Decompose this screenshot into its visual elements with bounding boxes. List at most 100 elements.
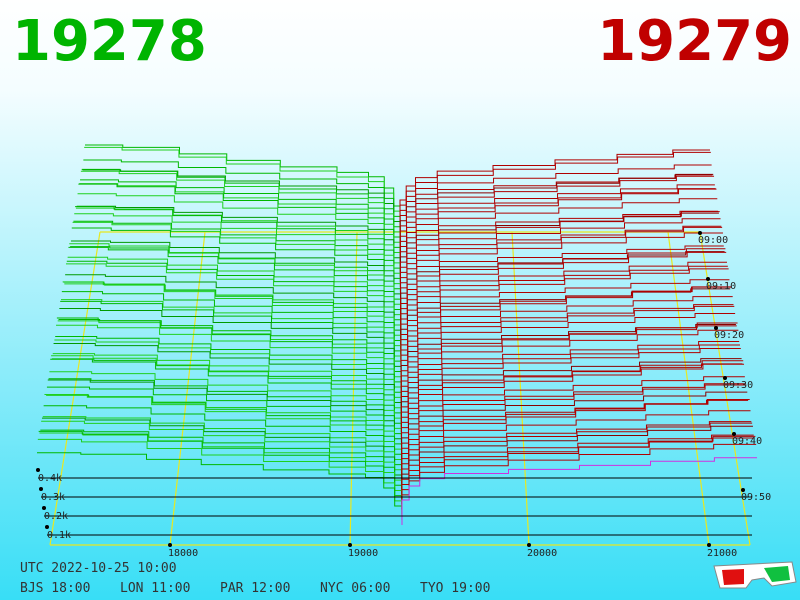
ask-curve	[400, 279, 730, 350]
bid-curve	[55, 336, 402, 412]
bid-curve	[60, 300, 402, 381]
bid-curve	[69, 243, 402, 324]
bid-curve	[59, 308, 402, 386]
bid-curve	[57, 320, 402, 396]
tick-dot	[45, 525, 49, 529]
depth-tick-label: 0.3k	[41, 492, 65, 503]
ask-curve	[400, 347, 741, 422]
bid-curve	[56, 317, 402, 401]
tick-dot	[39, 487, 43, 491]
bid-curve	[61, 291, 402, 370]
zone-time: PAR 12:00	[220, 581, 290, 596]
price-tick-label: 19000	[348, 548, 378, 559]
ask-curve	[400, 358, 742, 427]
tick-dot	[348, 543, 352, 547]
bid-curve	[44, 393, 403, 479]
bid-curve	[80, 170, 401, 251]
bid-curve	[68, 246, 402, 329]
bid-curve	[46, 394, 403, 469]
depth-tick-label: 0.1k	[47, 530, 71, 541]
bid-curve	[48, 378, 403, 453]
bid-curve	[79, 183, 401, 262]
price-tick-label: 18000	[168, 548, 198, 559]
depth-curves	[37, 144, 757, 525]
ask-curve	[399, 175, 715, 251]
time-tick-label: 09:50	[741, 492, 771, 503]
bid-curve	[45, 393, 403, 474]
ask-curve	[399, 198, 718, 272]
tick-dot	[36, 468, 40, 472]
bid-curve	[85, 144, 401, 225]
ask-price: 19279	[597, 9, 792, 74]
ask-curve	[399, 188, 717, 267]
zone-time: LON 11:00	[120, 581, 190, 596]
bid-curve	[63, 281, 402, 360]
time-tick-label: 09:30	[723, 380, 753, 391]
ask-curve	[401, 398, 750, 479]
bid-curve	[81, 168, 401, 246]
bid-curve	[37, 438, 403, 520]
tick-dot	[527, 543, 531, 547]
bid-curve	[49, 371, 402, 448]
tick-dot	[732, 432, 736, 436]
ask-curve	[401, 457, 757, 525]
time-tick-label: 09:40	[732, 436, 762, 447]
bid-curve	[54, 339, 402, 417]
bid-curve	[61, 299, 402, 375]
bid-curve	[39, 432, 403, 510]
depth-tick-label: 0.2k	[44, 511, 68, 522]
bid-curve	[43, 405, 403, 484]
ask-curve	[401, 410, 751, 484]
bid-curve	[71, 227, 402, 308]
bid-curve	[53, 342, 402, 422]
bid-curve	[46, 386, 403, 463]
bid-curve	[51, 358, 402, 432]
ask-curve	[399, 218, 721, 293]
price-tick-label: 21000	[707, 548, 737, 559]
depth-levels	[38, 477, 752, 536]
3d-glasses-icon[interactable]	[713, 561, 797, 589]
bid-curve	[82, 169, 401, 241]
tick-dot	[723, 376, 727, 380]
bid-curve	[41, 420, 403, 500]
bid-curve	[41, 417, 403, 494]
bid-curve	[66, 260, 402, 339]
depth-tick-label: 0.4k	[38, 473, 62, 484]
price-tick-label: 20000	[527, 548, 557, 559]
ask-curve	[401, 443, 757, 520]
ask-curve	[400, 329, 739, 407]
ask-curve	[399, 164, 712, 236]
tick-dot	[698, 231, 702, 235]
ask-curve	[401, 384, 747, 458]
time-tick-label: 09:00	[698, 235, 728, 246]
ask-curve	[400, 296, 733, 370]
bid-curve	[65, 263, 402, 344]
zone-time: TYO 19:00	[420, 581, 490, 596]
tick-dot	[707, 543, 711, 547]
bid-curve	[74, 213, 401, 293]
ask-curve	[401, 391, 748, 463]
ask-curve	[400, 313, 736, 386]
axis-labels: 18000 19000 20000 21000 0.4k 0.3k 0.2k 0.1k 09:0…	[36, 231, 771, 559]
ask-curve	[400, 363, 745, 443]
tick-dot	[741, 488, 745, 492]
ask-curve	[401, 425, 753, 500]
bid-curve	[84, 146, 401, 231]
zone-time: NYC 06:00	[320, 581, 390, 596]
bid-curve	[65, 274, 402, 350]
bid-curve	[62, 281, 402, 365]
ask-curve	[400, 305, 735, 381]
zone-time: BJS 18:00	[20, 581, 90, 596]
ask-curve	[400, 286, 732, 365]
utc-time: UTC 2022-10-25 10:00	[20, 561, 177, 576]
bid-curve	[52, 353, 402, 427]
tick-dot	[706, 277, 710, 281]
time-tick-label: 09:20	[714, 330, 744, 341]
bid-curve	[76, 205, 401, 277]
ask-curve	[400, 251, 727, 329]
ask-curve	[399, 151, 711, 231]
bid-curve	[37, 452, 403, 525]
